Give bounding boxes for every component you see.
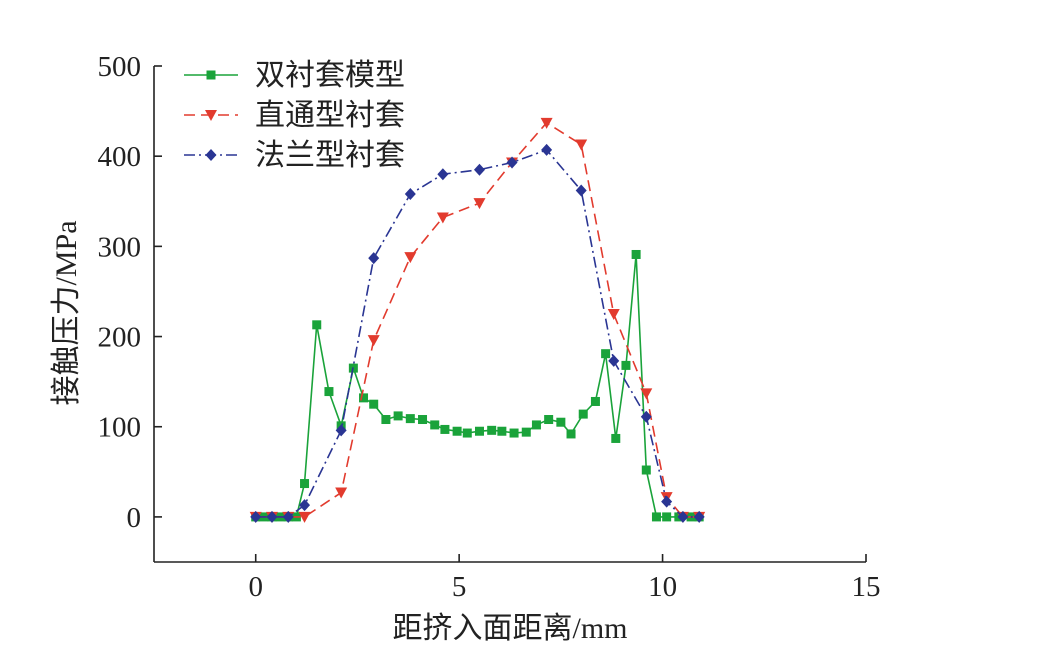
data-point bbox=[607, 309, 620, 320]
data-point bbox=[452, 426, 462, 436]
data-point bbox=[540, 117, 553, 129]
data-point bbox=[266, 510, 278, 523]
y-tick-label: 100 bbox=[98, 412, 142, 444]
legend-item: 法兰型衬套 bbox=[184, 139, 405, 172]
data-point bbox=[404, 252, 417, 264]
data-point bbox=[335, 424, 347, 437]
data-point bbox=[367, 335, 380, 347]
x-tick-label: 0 bbox=[248, 571, 263, 603]
data-point bbox=[661, 495, 673, 508]
data-point bbox=[566, 429, 576, 439]
legend-label: 法兰型衬套 bbox=[255, 139, 405, 172]
axes bbox=[153, 66, 866, 563]
data-point bbox=[556, 417, 566, 427]
series-line bbox=[255, 121, 700, 518]
data-point bbox=[497, 426, 507, 436]
data-point bbox=[578, 409, 588, 419]
data-point bbox=[640, 388, 653, 400]
legend-item: 双衬套模型 bbox=[184, 59, 405, 92]
series-line bbox=[255, 148, 700, 518]
series-1 bbox=[251, 249, 704, 522]
data-point bbox=[404, 188, 416, 201]
data-point bbox=[531, 420, 541, 430]
data-point bbox=[300, 479, 310, 489]
y-tick-label: 200 bbox=[98, 322, 142, 354]
data-point bbox=[611, 433, 621, 443]
data-point bbox=[601, 349, 611, 359]
data-point bbox=[368, 252, 380, 265]
data-point bbox=[641, 465, 651, 475]
legend-item: 直通型衬套 bbox=[184, 99, 405, 132]
data-point bbox=[473, 163, 485, 176]
legend-marker bbox=[206, 70, 216, 80]
data-point bbox=[473, 198, 486, 210]
data-point bbox=[405, 414, 415, 424]
data-point bbox=[651, 512, 661, 522]
data-point bbox=[575, 139, 588, 151]
legend-marker bbox=[205, 110, 217, 121]
data-point bbox=[608, 354, 620, 367]
data-point bbox=[474, 426, 484, 436]
data-point bbox=[436, 212, 449, 224]
data-point bbox=[437, 168, 449, 181]
data-point bbox=[282, 510, 294, 523]
data-point bbox=[369, 399, 379, 409]
data-point bbox=[418, 415, 428, 425]
data-point bbox=[487, 425, 497, 435]
data-point bbox=[430, 420, 440, 430]
data-point bbox=[381, 415, 391, 425]
data-point bbox=[509, 428, 519, 438]
data-point bbox=[541, 143, 553, 156]
x-tick-label: 5 bbox=[452, 571, 467, 603]
ticks: 0 5 10 15 0 100 200 300 400 500 bbox=[98, 51, 881, 603]
y-tick-label: 0 bbox=[127, 502, 142, 534]
data-point bbox=[590, 396, 600, 406]
legend-marker bbox=[205, 149, 217, 161]
data-point bbox=[521, 427, 531, 437]
data-point bbox=[575, 184, 587, 197]
data-point bbox=[250, 510, 262, 523]
data-point bbox=[312, 320, 322, 330]
data-point bbox=[693, 510, 705, 523]
y-tick-label: 500 bbox=[98, 51, 142, 83]
data-point bbox=[631, 249, 641, 259]
x-tick-label: 10 bbox=[648, 571, 677, 603]
y-tick-label: 300 bbox=[98, 231, 142, 263]
data-point bbox=[506, 156, 518, 169]
data-point bbox=[393, 411, 403, 421]
data-point bbox=[324, 387, 334, 397]
legend-label: 直通型衬套 bbox=[255, 99, 405, 132]
data-point bbox=[621, 360, 631, 370]
data-point bbox=[662, 512, 672, 522]
data-point bbox=[640, 410, 652, 423]
data-point bbox=[299, 499, 311, 512]
y-tick-label: 400 bbox=[98, 141, 142, 173]
x-axis-title: 距挤入面距离/mm bbox=[392, 612, 627, 645]
data-point bbox=[462, 428, 472, 438]
data-point bbox=[544, 415, 554, 425]
data-point bbox=[335, 487, 348, 499]
data-point bbox=[677, 510, 689, 523]
legend-label: 双衬套模型 bbox=[255, 59, 405, 92]
y-axis-title: 接触压力/MPa bbox=[50, 220, 83, 405]
series-3 bbox=[250, 143, 705, 523]
data-point bbox=[440, 424, 450, 434]
data-point bbox=[359, 393, 369, 403]
x-tick-label: 15 bbox=[852, 571, 881, 603]
series-line bbox=[255, 254, 700, 518]
data-point bbox=[298, 511, 311, 523]
series-layer bbox=[249, 117, 706, 523]
